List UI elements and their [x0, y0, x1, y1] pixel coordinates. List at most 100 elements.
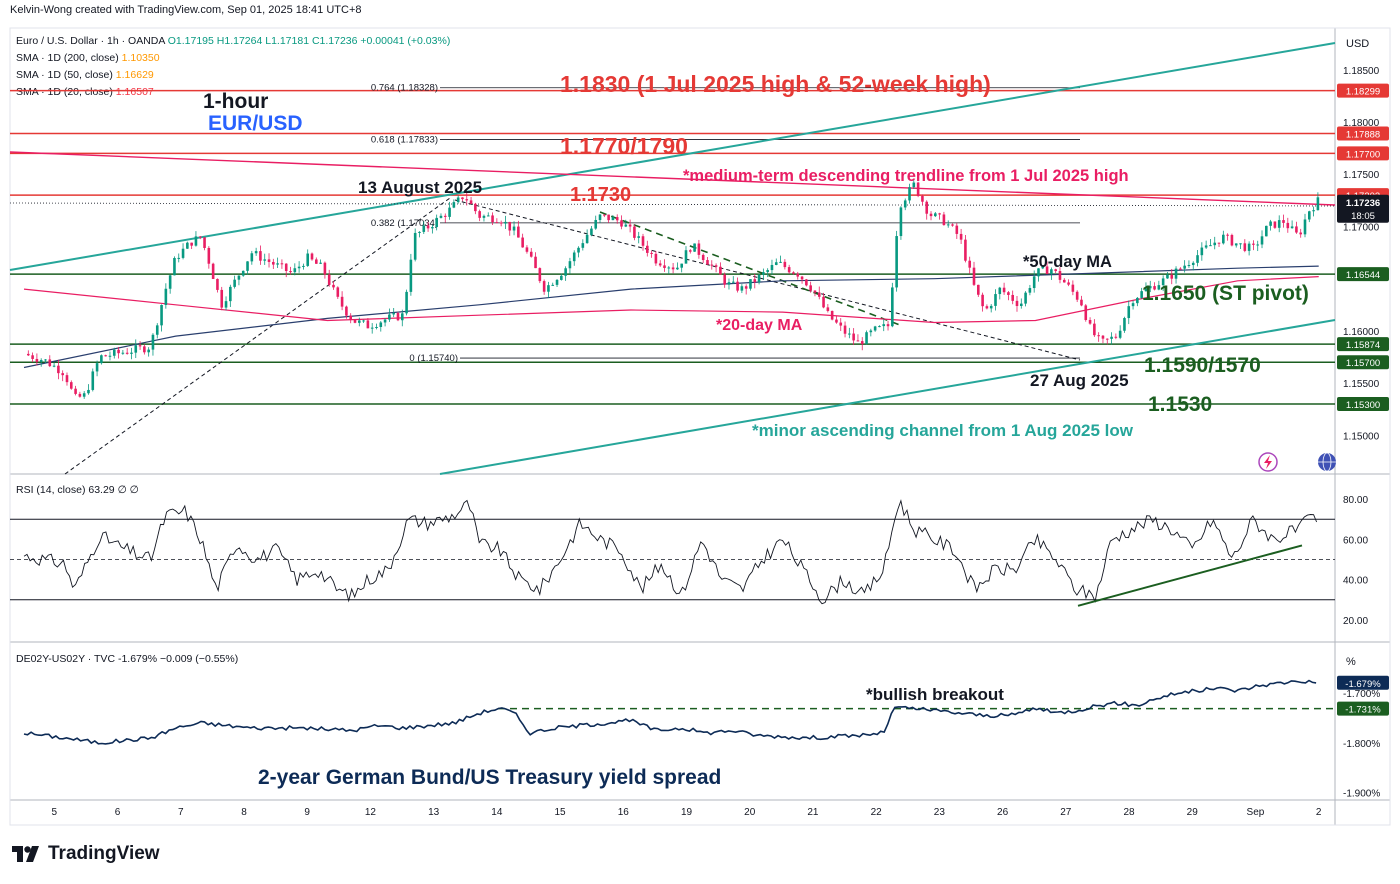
candle-body [379, 322, 383, 328]
candle-body [250, 253, 254, 262]
candle-body [787, 267, 791, 273]
time-tick-label: 23 [934, 807, 946, 818]
candle-body [1050, 269, 1053, 275]
candle-body [1118, 330, 1122, 338]
spread-series-label: 2-year German Bund/US Treasury yield spr… [258, 766, 721, 789]
candle-body [856, 340, 860, 342]
candle-body [1071, 284, 1075, 292]
candle-body [1045, 266, 1049, 275]
candle-body [508, 221, 512, 231]
candle-body [1308, 211, 1311, 220]
candle-body [310, 253, 314, 260]
candle-body [1161, 278, 1165, 286]
candle-body [895, 236, 898, 288]
ohlc-open: O1.17195 [167, 35, 214, 47]
tradingview-logo: TradingView [12, 843, 160, 865]
candle-body [860, 341, 864, 345]
candle-body [903, 200, 907, 208]
time-tick-label: 8 [241, 807, 247, 818]
candle-body [1273, 221, 1277, 228]
candle-body [792, 272, 795, 274]
candle-body [1299, 232, 1303, 235]
time-tick-label: 28 [1123, 807, 1135, 818]
candle-body [138, 345, 142, 347]
countdown-text: 18:05 [1351, 211, 1375, 222]
price-tick-label: 1.16000 [1343, 327, 1380, 338]
candle-body [1170, 274, 1174, 279]
candle-body [1144, 288, 1148, 292]
time-tick-label: Sep [1247, 807, 1265, 818]
candle-body [981, 294, 984, 307]
candle-body [577, 247, 580, 253]
spread-tick-label: -1.900% [1343, 789, 1380, 800]
ma50-line [23, 265, 1319, 369]
last-price-text: 1.17236 [1346, 198, 1380, 209]
candle-body [1204, 245, 1208, 248]
time-tick-label: 29 [1187, 807, 1199, 818]
candle-body [1191, 262, 1195, 266]
candle-body [1282, 220, 1285, 223]
candle-body [603, 214, 606, 216]
candle-body [977, 284, 980, 295]
candle-body [1136, 297, 1139, 304]
sma-20-label: SMA · 1D (20, close) [16, 86, 113, 98]
candle-body [207, 247, 211, 264]
chart-annotation: 27 Aug 2025 [1030, 371, 1129, 390]
candle-body [121, 352, 125, 354]
level-price-tag [1337, 267, 1389, 282]
candle-body [491, 215, 494, 223]
candle-body [835, 319, 838, 323]
candle-body [353, 320, 357, 323]
candle-body [349, 315, 352, 321]
candle-body [104, 355, 107, 357]
candle-body [134, 345, 138, 353]
candle-body [1265, 225, 1268, 237]
candle-body [495, 222, 499, 224]
ohlc-change: +0.00041 (+0.03%) [360, 35, 451, 47]
candle-body [474, 203, 477, 212]
candle-body [388, 314, 391, 320]
time-tick-label: 15 [555, 807, 567, 818]
candle-body [1312, 210, 1315, 212]
candle-body [1247, 243, 1251, 251]
sma-20-value: 1.16507 [115, 86, 154, 98]
channel-lower-line [439, 319, 1336, 475]
pair-title: EUR/USD [208, 112, 303, 135]
lightning-icon [1258, 452, 1278, 472]
candle-body [1032, 276, 1036, 289]
candle-body [555, 279, 559, 285]
rsi-tick-label: 80.00 [1343, 495, 1368, 506]
candle-body [628, 224, 632, 227]
time-tick-label: 22 [871, 807, 883, 818]
time-tick-label: 5 [52, 807, 58, 818]
candle-body [959, 233, 963, 240]
chart-credit: Kelvin-Wong created with TradingView.com… [10, 4, 362, 16]
candle-body [1140, 291, 1143, 298]
candle-body [641, 236, 645, 246]
level-price-tag [1337, 337, 1389, 352]
candle-body [1226, 234, 1229, 236]
candle-body [44, 359, 47, 361]
candle-body [925, 201, 929, 214]
candle-body [1239, 243, 1242, 245]
candle-body [263, 259, 267, 261]
candle-body [1286, 222, 1290, 229]
candle-body [1179, 268, 1182, 270]
candle-body [78, 393, 82, 397]
ma20-line [23, 276, 1319, 324]
candle-body [486, 215, 490, 217]
candle-body [362, 320, 365, 322]
candle-body [1093, 323, 1096, 336]
candle-body [418, 231, 421, 233]
candle-body [706, 260, 709, 265]
candle-body [461, 197, 464, 200]
candle-body [852, 333, 855, 341]
candle-body [65, 375, 69, 383]
candle-body [826, 307, 830, 311]
candle-body [297, 266, 301, 269]
candle-body [663, 265, 666, 268]
timeframe-title: 1-hour [203, 90, 269, 113]
candle-body [443, 215, 447, 217]
candle-body [667, 267, 671, 269]
